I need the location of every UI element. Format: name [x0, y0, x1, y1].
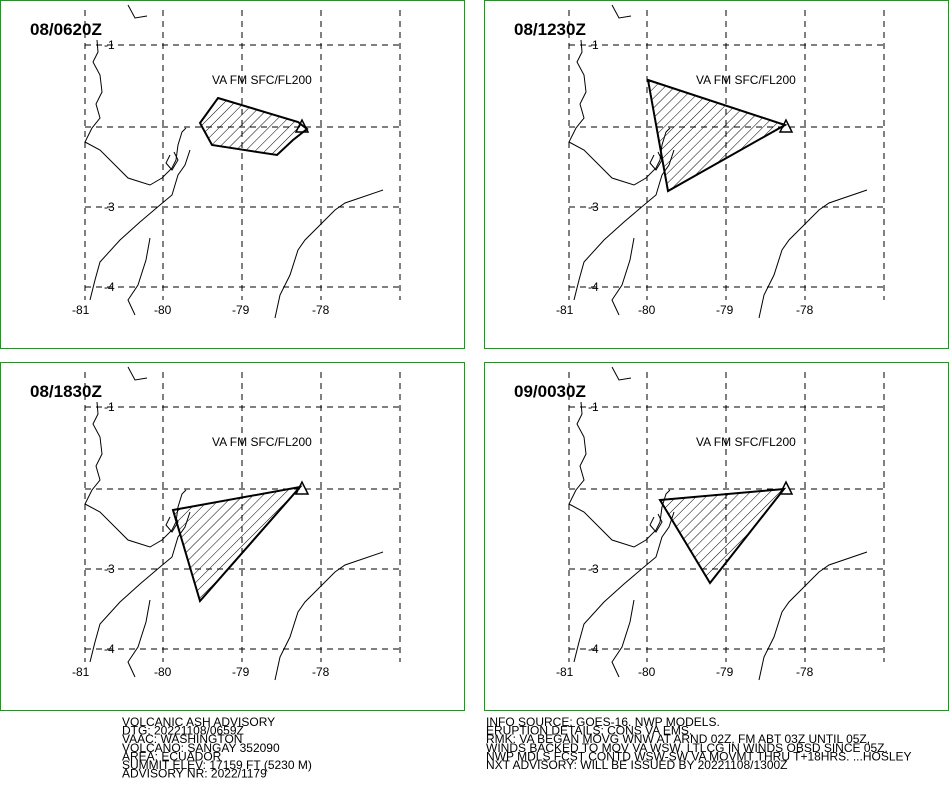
ash-area: [198, 96, 309, 157]
coastline: [274, 189, 384, 319]
coastline: [89, 149, 191, 301]
coastline: [611, 366, 632, 381]
volcano-symbol: [294, 480, 310, 495]
advisory-line: VOLCANIC ASH ADVISORY: [122, 715, 275, 729]
lon-label: -79: [716, 303, 734, 317]
advisory-line: RMK: VA BEGAN MOVG WNW AT ARND 02Z. FM A…: [486, 732, 870, 746]
valid-time: 09/0030Z: [514, 382, 586, 401]
map-panel: 09/0030Z VA FM SFC/FL200 -1 -3 -4 -81 -80 -79 -7…: [484, 362, 949, 711]
coastline: [649, 151, 663, 171]
lon-label: -81: [556, 665, 574, 679]
flight-level: VA FM SFC/FL200: [212, 435, 312, 449]
lat-label: -3: [588, 200, 599, 214]
lat-label: -4: [588, 280, 599, 294]
panel-frame: [484, 0, 949, 349]
lat-label: -1: [104, 400, 115, 414]
lat-label: -4: [104, 280, 115, 294]
map-panel: 08/0620Z VA FM SFC/FL200 -1 -3 -4 -81 -80 -79 -7…: [0, 0, 465, 349]
flight-level: VA FM SFC/FL200: [212, 73, 312, 87]
advisory-line: VOLCANO: SANGAY 352090: [122, 741, 280, 755]
coastline: [84, 39, 187, 186]
volcano-symbol: [294, 118, 310, 133]
advisory-line: AREA: ECUADOR: [122, 749, 222, 763]
volcano-symbol: [778, 118, 794, 133]
panel-frame: [484, 362, 949, 711]
advisory-line: NWP MDLS FCST CONTD WSW-SW VA MOVMT THRU…: [486, 749, 912, 763]
map-panel: 08/1830Z VA FM SFC/FL200 -1 -3 -4 -81 -80 -79 -7…: [0, 362, 465, 711]
panel-frame: [0, 362, 465, 711]
advisory-line: SUMMIT ELEV: 17159 FT (5230 M): [122, 758, 312, 772]
ash-area: [646, 78, 788, 193]
coastline: [573, 511, 675, 663]
lat-label: -1: [104, 38, 115, 52]
lat-label: -3: [588, 562, 599, 576]
advisory-line: DTG: 20221108/0659Z: [122, 724, 244, 738]
lon-label: -78: [796, 665, 814, 679]
lon-label: -80: [638, 303, 656, 317]
lon-label: -78: [312, 665, 330, 679]
ash-area: [658, 487, 787, 585]
lon-label: -80: [154, 665, 172, 679]
coastline: [649, 513, 663, 533]
coastline: [127, 599, 151, 678]
lat-label: -1: [588, 400, 599, 414]
coastline: [84, 401, 187, 548]
valid-time: 08/0620Z: [30, 20, 102, 39]
volcano-symbol: [778, 480, 794, 495]
advisory-line: ERUPTION DETAILS: CONS VA EMS.: [486, 724, 692, 738]
lon-label: -79: [716, 665, 734, 679]
advisory-line: VAAC: WASHINGTON: [122, 732, 242, 746]
valid-time: 08/1830Z: [30, 382, 102, 401]
lat-label: -4: [588, 642, 599, 656]
lon-label: -81: [556, 303, 574, 317]
lon-label: -78: [796, 303, 814, 317]
lat-label: -3: [104, 200, 115, 214]
lon-label: -81: [72, 303, 90, 317]
ash-area: [171, 485, 303, 604]
advisory-line: NXT ADVISORY: WILL BE ISSUED BY 20221108…: [486, 758, 788, 772]
coastline: [758, 189, 868, 319]
lon-label: -79: [232, 665, 250, 679]
lon-label: -81: [72, 665, 90, 679]
coastline: [758, 551, 868, 681]
coastline: [611, 237, 635, 316]
coastline: [611, 4, 632, 19]
valid-time: 08/1230Z: [514, 20, 586, 39]
coastline: [127, 237, 151, 316]
coastline: [165, 151, 179, 171]
coastline: [568, 39, 671, 186]
coastline: [568, 401, 671, 548]
coastline: [127, 366, 148, 381]
advisory-line: WINDS BACKED TO MOV VA WSW. LTLCG IN WIN…: [486, 741, 888, 755]
lon-label: -80: [154, 303, 172, 317]
lon-label: -79: [232, 303, 250, 317]
coastline: [127, 4, 148, 19]
advisory-line: ADVISORY NR: 2022/1179: [122, 767, 267, 781]
flight-level: VA FM SFC/FL200: [696, 73, 796, 87]
advisory-line: INFO SOURCE: GOES-16. NWP MODELS.: [486, 715, 720, 729]
coastline: [274, 551, 384, 681]
lat-label: -3: [104, 562, 115, 576]
panel-frame: [0, 0, 465, 349]
lon-label: -80: [638, 665, 656, 679]
map-panel: 08/1230Z VA FM SFC/FL200 -1 -3 -4 -81 -80 -79 -7…: [484, 0, 949, 349]
lat-label: -4: [104, 642, 115, 656]
flight-level: VA FM SFC/FL200: [696, 435, 796, 449]
lat-label: -1: [588, 38, 599, 52]
coastline: [611, 599, 635, 678]
lon-label: -78: [312, 303, 330, 317]
